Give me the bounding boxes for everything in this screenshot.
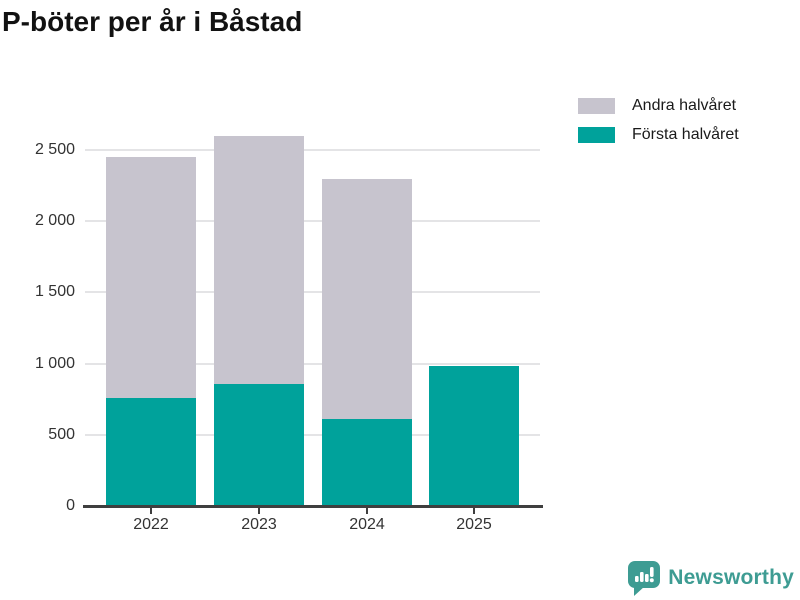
x-tick-label-2022: 2022 [133, 516, 169, 533]
chart-title: P-böter per år i Båstad [2, 6, 303, 37]
y-tick-label: 0 [66, 497, 75, 514]
bar-forsta-halvaret-2023 [214, 383, 304, 506]
legend-swatch-forsta-halvaret [578, 127, 615, 143]
gridline-2000 [85, 220, 540, 223]
bar-andra-halvaret-2024 [322, 178, 412, 420]
y-tick-label: 2 000 [34, 212, 75, 230]
bar-andra-halvaret-2023 [214, 135, 304, 384]
y-tick-label: 500 [48, 425, 75, 443]
legend-item-andra-halvaret: Andra halvåret [578, 97, 739, 115]
plot-area [83, 135, 543, 514]
gridline-1500 [85, 291, 540, 294]
x-tick-2024 [366, 507, 368, 514]
gridline-500 [85, 433, 540, 436]
x-tick-label-2024: 2024 [349, 516, 385, 533]
gridline-2500 [85, 149, 540, 151]
bar-forsta-halvaret-2022 [106, 397, 196, 506]
newsworthy-logo-icon [628, 561, 661, 596]
x-tick-label-2023: 2023 [241, 516, 277, 533]
x-tick-2022 [150, 507, 152, 514]
chart-legend: Andra halvåret Första halvåret [578, 97, 739, 155]
bar-andra-halvaret-2022 [106, 157, 196, 398]
y-tick-label: 1 500 [34, 283, 75, 301]
y-tick-label: 2 500 [34, 141, 75, 158]
y-tick-label: 1 000 [34, 354, 75, 372]
legend-swatch-andra-halvaret [578, 98, 615, 114]
legend-label-andra-halvaret: Andra halvåret [632, 97, 737, 114]
x-axis-line [83, 505, 543, 508]
x-tick-2025 [473, 507, 475, 514]
bar-forsta-halvaret-2025 [429, 366, 519, 506]
brand-name: Newsworthy [668, 566, 794, 589]
legend-item-forsta-halvaret: Första halvåret [578, 126, 739, 144]
brand-footer: Newsworthy [627, 560, 794, 596]
legend-label-forsta-halvaret: Första halvåret [632, 126, 739, 143]
x-tick-2023 [258, 507, 260, 514]
gridline-1000 [85, 362, 540, 365]
bar-forsta-halvaret-2024 [322, 419, 412, 506]
x-tick-label-2025: 2025 [456, 516, 492, 533]
